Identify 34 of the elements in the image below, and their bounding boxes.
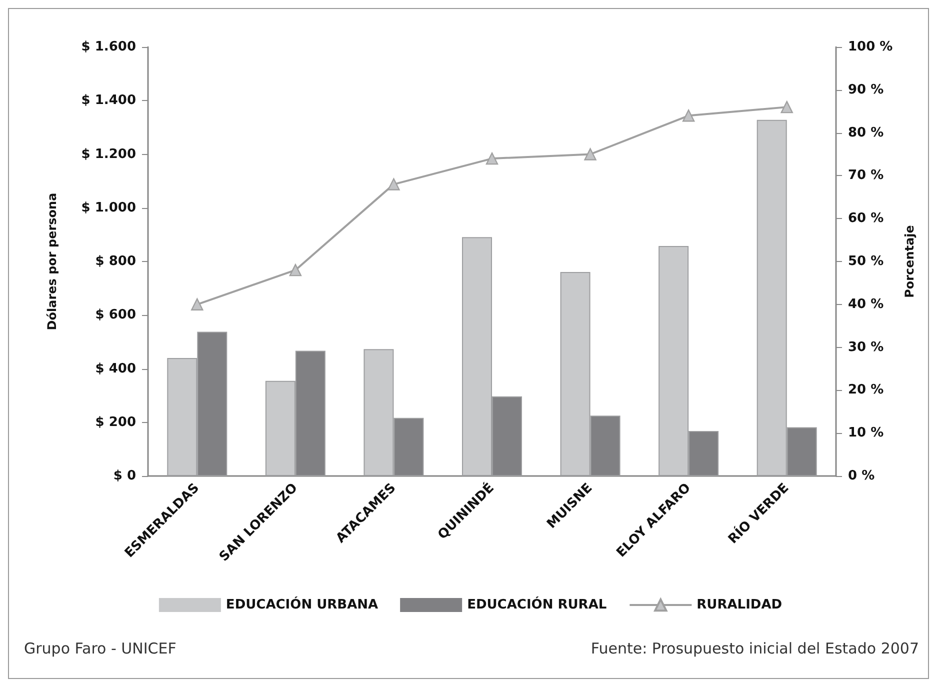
y-tick-label: $ 1.600 (81, 40, 136, 54)
y2-tick-label: 20 % (848, 382, 884, 398)
y2-tick-label: 50 % (848, 254, 884, 269)
y-tick-label: $ 1.000 (81, 200, 136, 216)
point (780, 100, 793, 114)
y-tick-label: $ 1.400 (81, 93, 136, 108)
legend-label: EDUCACIÓN RURAL (467, 596, 607, 612)
point (584, 148, 596, 160)
point (682, 110, 695, 122)
legend-label: EDUCACIÓN URBANA (226, 596, 378, 612)
legend-label: RURALIDAD (696, 598, 782, 612)
y2-tick-label: 60 % (848, 211, 884, 226)
y2-tick-label: 30 % (848, 340, 884, 355)
y-tick-label: $ 600 (95, 308, 136, 323)
y2-tick-label: 90 % (848, 82, 884, 98)
y2-tick-label: 40 % (848, 296, 884, 312)
point (289, 264, 302, 276)
point (388, 178, 400, 190)
y2-tick-label: 100 % (848, 40, 893, 54)
y-tick-label: $ 400 (95, 361, 136, 376)
y2-tick-label: 80 % (848, 125, 884, 140)
source-note: Fuente: Prosupuesto inicial del Estado 2007 (590, 640, 920, 658)
y-tick-label: $ 200 (95, 414, 136, 430)
y-tick-label: $ 1.200 (81, 146, 136, 162)
y-axis-title: Dólares por persona (45, 192, 59, 330)
y-tick-label: $ 0 (113, 468, 136, 484)
text: Grupo Faro - UNICEF (24, 640, 176, 658)
y2-tick-label: 0 % (848, 468, 875, 484)
point (191, 298, 204, 310)
y2-axis-title: Porcentaje (902, 225, 917, 298)
point (486, 152, 498, 165)
y-tick-label: $ 800 (95, 254, 136, 269)
y2-tick-label: 70 % (848, 168, 884, 184)
y2-tick-label: 10 % (848, 426, 884, 441)
